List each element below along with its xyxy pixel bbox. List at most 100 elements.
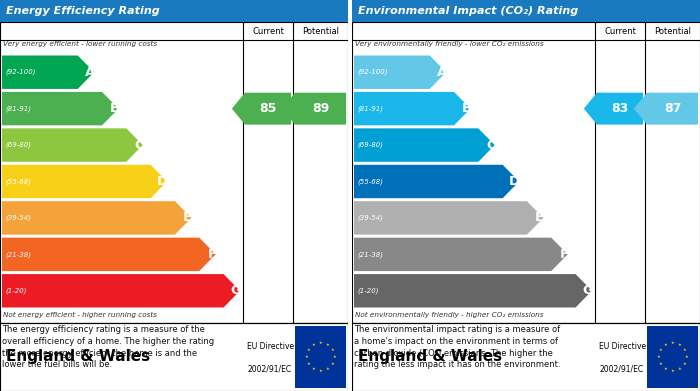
Text: ★: ★ bbox=[331, 348, 335, 352]
Text: ★: ★ bbox=[333, 355, 337, 359]
Bar bbox=[352, 323, 700, 391]
Text: ★: ★ bbox=[658, 348, 662, 352]
Polygon shape bbox=[2, 92, 118, 126]
Text: EU Directive: EU Directive bbox=[247, 342, 294, 351]
Text: EU Directive: EU Directive bbox=[599, 342, 646, 351]
Polygon shape bbox=[354, 128, 495, 162]
Polygon shape bbox=[354, 92, 470, 126]
Text: The energy efficiency rating is a measure of the
overall efficiency of a home. T: The energy efficiency rating is a measur… bbox=[2, 325, 214, 369]
Text: ★: ★ bbox=[312, 343, 315, 347]
Text: ★: ★ bbox=[326, 368, 330, 371]
Text: (55-68): (55-68) bbox=[5, 178, 31, 185]
Text: ★: ★ bbox=[307, 362, 310, 366]
Text: D: D bbox=[157, 175, 168, 188]
Text: E: E bbox=[536, 212, 545, 224]
Text: ★: ★ bbox=[671, 341, 674, 345]
Text: 89: 89 bbox=[312, 102, 329, 115]
Text: D: D bbox=[509, 175, 520, 188]
Text: A: A bbox=[437, 66, 447, 79]
Text: F: F bbox=[559, 248, 568, 261]
Text: (55-68): (55-68) bbox=[357, 178, 383, 185]
Text: ★: ★ bbox=[685, 355, 689, 359]
Text: (69-80): (69-80) bbox=[357, 142, 383, 148]
Text: (81-91): (81-91) bbox=[5, 106, 31, 112]
Polygon shape bbox=[354, 238, 568, 271]
Text: (21-38): (21-38) bbox=[5, 251, 31, 258]
Polygon shape bbox=[2, 238, 216, 271]
Polygon shape bbox=[634, 93, 698, 125]
Bar bbox=[0, 22, 348, 323]
Text: England & Wales: England & Wales bbox=[358, 350, 502, 364]
Bar bbox=[647, 326, 698, 388]
Text: ★: ★ bbox=[664, 368, 667, 371]
Polygon shape bbox=[354, 201, 543, 235]
Text: 85: 85 bbox=[259, 102, 276, 115]
Text: A: A bbox=[85, 66, 95, 79]
Bar bbox=[0, 0, 348, 22]
Text: ★: ★ bbox=[671, 369, 674, 373]
Text: ★: ★ bbox=[312, 368, 315, 371]
Polygon shape bbox=[2, 201, 191, 235]
Text: 2002/91/EC: 2002/91/EC bbox=[599, 365, 643, 374]
Text: ★: ★ bbox=[331, 362, 335, 366]
Text: ★: ★ bbox=[318, 341, 323, 345]
Text: F: F bbox=[207, 248, 217, 261]
Text: ★: ★ bbox=[683, 362, 687, 366]
Text: ★: ★ bbox=[318, 369, 323, 373]
Polygon shape bbox=[2, 56, 94, 89]
Text: (69-80): (69-80) bbox=[5, 142, 31, 148]
Bar bbox=[0, 323, 348, 391]
Text: (39-54): (39-54) bbox=[357, 215, 383, 221]
Text: England & Wales: England & Wales bbox=[6, 350, 150, 364]
Text: 83: 83 bbox=[611, 102, 629, 115]
Text: ★: ★ bbox=[326, 343, 330, 347]
Text: Potential: Potential bbox=[302, 27, 339, 36]
Text: Not environmentally friendly - higher CO₂ emissions: Not environmentally friendly - higher CO… bbox=[355, 312, 543, 318]
Text: (1-20): (1-20) bbox=[357, 287, 379, 294]
Text: Potential: Potential bbox=[654, 27, 691, 36]
Polygon shape bbox=[354, 165, 519, 198]
Text: Energy Efficiency Rating: Energy Efficiency Rating bbox=[6, 6, 160, 16]
Text: (81-91): (81-91) bbox=[357, 106, 383, 112]
Text: ★: ★ bbox=[678, 368, 682, 371]
Text: 2002/91/EC: 2002/91/EC bbox=[247, 365, 291, 374]
Text: (1-20): (1-20) bbox=[5, 287, 27, 294]
Bar bbox=[352, 22, 700, 323]
Text: B: B bbox=[461, 102, 472, 115]
Text: ★: ★ bbox=[658, 362, 662, 366]
Text: Current: Current bbox=[604, 27, 636, 36]
Polygon shape bbox=[354, 56, 446, 89]
Text: Environmental Impact (CO₂) Rating: Environmental Impact (CO₂) Rating bbox=[358, 6, 578, 16]
Polygon shape bbox=[2, 165, 167, 198]
Text: G: G bbox=[230, 284, 241, 297]
Text: (92-100): (92-100) bbox=[357, 69, 388, 75]
Text: C: C bbox=[134, 138, 144, 152]
Text: Very energy efficient - lower running costs: Very energy efficient - lower running co… bbox=[3, 41, 157, 47]
Text: Current: Current bbox=[252, 27, 284, 36]
Text: ★: ★ bbox=[657, 355, 660, 359]
Polygon shape bbox=[2, 274, 240, 307]
Text: ★: ★ bbox=[307, 348, 310, 352]
Text: 87: 87 bbox=[664, 102, 681, 115]
Bar bbox=[295, 326, 346, 388]
Text: B: B bbox=[109, 102, 120, 115]
Bar bbox=[352, 0, 700, 22]
Text: (21-38): (21-38) bbox=[357, 251, 383, 258]
Text: The environmental impact rating is a measure of
a home's impact on the environme: The environmental impact rating is a mea… bbox=[354, 325, 561, 369]
Text: Not energy efficient - higher running costs: Not energy efficient - higher running co… bbox=[3, 312, 157, 318]
Text: (39-54): (39-54) bbox=[5, 215, 31, 221]
Polygon shape bbox=[354, 274, 592, 307]
Polygon shape bbox=[584, 93, 643, 125]
Text: ★: ★ bbox=[664, 343, 667, 347]
Text: C: C bbox=[486, 138, 496, 152]
Polygon shape bbox=[232, 93, 291, 125]
Text: ★: ★ bbox=[678, 343, 682, 347]
Text: G: G bbox=[582, 284, 593, 297]
Text: ★: ★ bbox=[304, 355, 308, 359]
Text: ★: ★ bbox=[683, 348, 687, 352]
Text: E: E bbox=[183, 212, 192, 224]
Text: (92-100): (92-100) bbox=[5, 69, 36, 75]
Text: Very environmentally friendly - lower CO₂ emissions: Very environmentally friendly - lower CO… bbox=[355, 41, 544, 47]
Polygon shape bbox=[2, 128, 143, 162]
Polygon shape bbox=[282, 93, 346, 125]
